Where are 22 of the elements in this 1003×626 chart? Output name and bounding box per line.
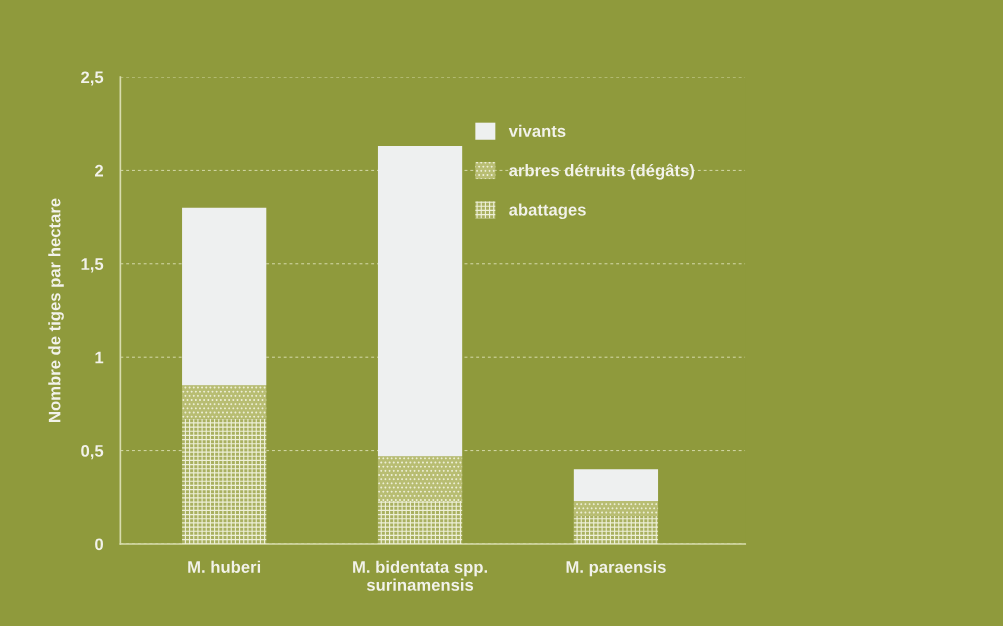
legend-label: vivants: [508, 124, 566, 138]
y-tick-label: 1,5: [81, 258, 104, 273]
bar: [573, 501, 659, 516]
legend-label: abattages: [509, 203, 586, 220]
bar: [182, 207, 267, 386]
bar: [377, 146, 463, 457]
y-tick-label: 2: [95, 164, 104, 177]
legend-label: arbres détruits (dégâts): [509, 163, 694, 180]
x-tick-label: M. paraensis: [566, 560, 666, 577]
y-tick-label: 0: [95, 538, 104, 551]
y-axis-title: Nombre de tiges par hectare: [48, 198, 64, 422]
x-tick-label: M. bidentata spp. surinamensis: [353, 560, 487, 591]
bar: [182, 418, 267, 544]
bar: [573, 515, 659, 544]
bar: [377, 456, 463, 502]
y-tick-label: 1: [95, 351, 104, 364]
y-tick-label: 0,5: [81, 445, 104, 460]
x-tick-label: M. huberi: [188, 560, 261, 573]
y-tick-label: 2,5: [81, 71, 104, 86]
bar: [573, 469, 659, 502]
bar: [377, 501, 463, 544]
bar: [182, 385, 267, 419]
